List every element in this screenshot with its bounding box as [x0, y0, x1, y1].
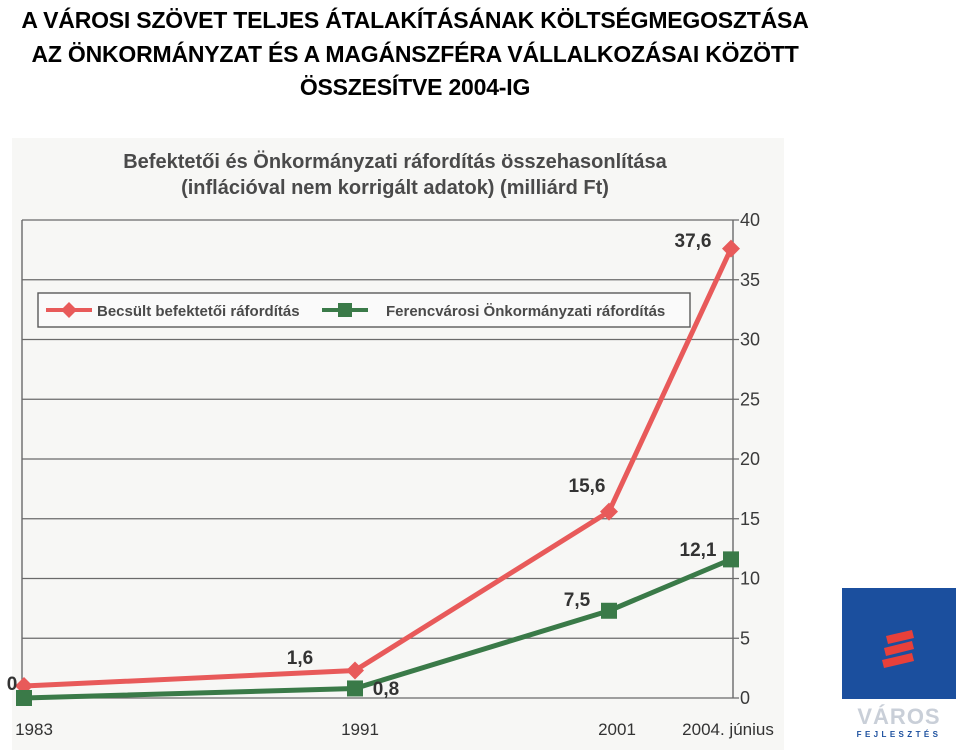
y-tick-label-0: 0 [740, 688, 750, 708]
data-point-0-1 [346, 661, 364, 680]
data-label-0-0: 0 [7, 674, 18, 695]
y-tick-label-15: 15 [740, 509, 760, 529]
slide-title-line-2: AZ ÖNKORMÁNYZAT ÉS A MAGÁNSZFÉRA VÁLLALK… [31, 40, 799, 67]
x-tick-label-1: 1991 [341, 720, 379, 739]
x-tick-label-3: 2004. június [682, 720, 774, 739]
slide-title: A VÁROSI SZÖVET TELJES ÁTALAKÍTÁSÁNAK KÖ… [0, 4, 830, 105]
series-line-0 [23, 247, 734, 689]
slide-title-line-3: ÖSSZESÍTVE 2004-IG [299, 74, 531, 100]
legend-marker-diamond [61, 302, 77, 318]
x-tick-label-0: 1983 [15, 720, 53, 739]
logo-stripes-icon [882, 630, 914, 668]
y-tick-label-30: 30 [740, 330, 760, 350]
data-label-0-1: 1,6 [287, 648, 313, 669]
chart-title-line-2: (inflációval nem korrigált adatok) (mill… [181, 177, 609, 199]
y-tick-label-25: 25 [740, 389, 760, 409]
data-point-1-1 [347, 680, 363, 697]
x-tick-label-2: 2001 [598, 720, 636, 739]
y-tick-label-35: 35 [740, 270, 760, 290]
data-point-1-3 [723, 551, 739, 568]
chart-title-line-1: Befektetői és Önkormányzati ráfordítás ö… [123, 150, 667, 173]
legend-label-1: Ferencvárosi Önkormányzati ráfordítás [386, 303, 665, 320]
logo-mark [842, 588, 956, 699]
data-point-1-0 [16, 690, 32, 706]
data-point-0-3 [722, 239, 740, 258]
data-point-1-2 [601, 602, 617, 619]
data-label-0-3: 37,6 [675, 231, 712, 252]
series-line-1 [23, 557, 732, 701]
data-point-0-2 [600, 502, 618, 521]
legend-marker-square [338, 303, 352, 317]
slide-title-line-1: A VÁROSI SZÖVET TELJES ÁTALAKÍTÁSÁNAK KÖ… [21, 7, 809, 33]
logo-word: VÁROS [857, 704, 941, 729]
data-label-1-3: 12,1 [680, 540, 717, 561]
chart-scan-background [12, 138, 784, 750]
legend-label-0: Becsült befektetői ráfordítás [97, 303, 300, 320]
data-label-0-2: 15,6 [569, 476, 606, 497]
logo-subtitle: FEJLESZTÉS [856, 730, 942, 739]
y-tick-label-5: 5 [740, 628, 750, 648]
legend: Becsült befektetői ráfordítás Ferencváros… [37, 292, 691, 328]
y-tick-label-40: 40 [740, 210, 760, 230]
data-label-1-1: 0,8 [373, 679, 399, 700]
y-tick-label-10: 10 [740, 569, 760, 589]
y-tick-label-20: 20 [740, 449, 760, 469]
data-label-1-2: 7,5 [564, 590, 591, 611]
